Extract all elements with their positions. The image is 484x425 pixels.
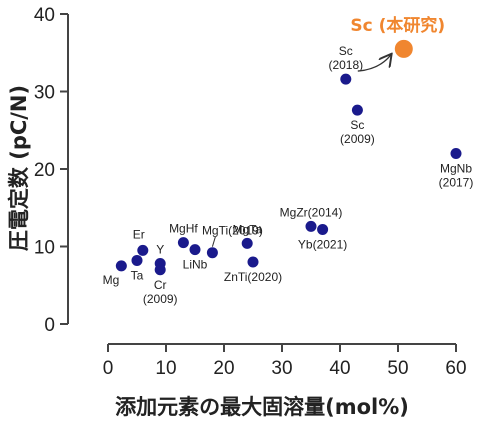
x-tick-label: 20 [213,358,234,379]
point-labels: Mg TaErYCr(2009)MgHfLiNbMgTi(2019)MgTaZnT… [103,44,474,306]
y-axis-title: 圧電定数 (pC/N) [7,85,31,251]
data-point [317,223,329,235]
point-label: MgZr(2014) [280,205,343,219]
point-label: Mg [103,273,120,287]
x-tick-label: 30 [271,358,292,379]
data-point [305,220,317,232]
x-tick-label: 40 [329,358,350,379]
leader-line [211,236,216,247]
data-point [137,244,149,256]
point-label: (2009) [340,132,375,146]
point-label: MgNb [440,162,472,176]
y-tick-label: 40 [34,5,55,26]
highlight-point [394,39,413,58]
data-point [247,256,259,268]
point-label: MgHf [169,222,198,236]
data-point [177,237,189,249]
y-tick-label: 20 [34,160,55,181]
data-point [131,254,143,266]
data-points [115,73,462,276]
point-label: Ta [131,268,144,282]
tick-labels: 0 10 20 30 40 0 10 20 30 40 50 60 [34,5,467,379]
point-label: Sc [339,44,353,58]
highlight-group: Sc (本研究) [350,15,445,72]
x-axis-title: 添加元素の最大固溶量(mol%) [115,395,409,419]
point-label: MgTa [233,222,263,236]
data-point [154,264,166,276]
x-tick-label: 60 [445,358,466,379]
point-label: (2017) [439,176,474,190]
data-point [340,73,352,85]
data-point [206,247,218,259]
point-label: MgTi(2019) [202,224,263,238]
x-tick-label: 50 [387,358,408,379]
data-point [115,260,127,272]
axes [60,13,457,352]
point-label: (2018) [328,58,363,72]
data-point [241,237,253,249]
point-label: Yb(2021) [298,237,347,251]
point-label: LiNb [183,258,208,272]
point-label: (2009) [143,292,178,306]
y-tick-label: 30 [34,83,55,104]
point-label: Y [156,243,164,257]
point-label: Sc [350,118,364,132]
highlight-label: Sc (本研究) [350,15,445,36]
point-label: Cr [154,278,167,292]
improvement-arrow [357,55,391,72]
data-point [351,104,363,116]
x-tick-label: 0 [103,358,114,379]
data-point [189,244,201,256]
y-tick-label: 0 [44,315,55,336]
x-tick-label: 10 [155,358,176,379]
point-label: ZnTi(2020) [224,270,282,284]
y-tick-label: 10 [34,238,55,259]
point-label: Er [133,227,145,241]
data-point [450,148,462,159]
